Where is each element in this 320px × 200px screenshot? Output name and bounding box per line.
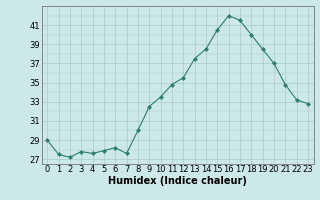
X-axis label: Humidex (Indice chaleur): Humidex (Indice chaleur) [108,176,247,186]
